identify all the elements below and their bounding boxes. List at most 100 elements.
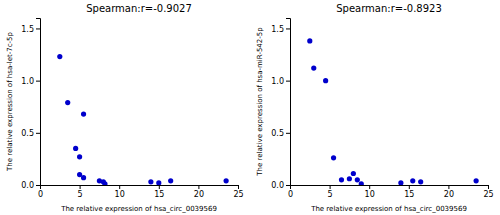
point — [307, 38, 312, 43]
tick-mark — [286, 81, 290, 82]
point — [331, 155, 336, 160]
axis-line — [41, 186, 239, 190]
tick: 0.0 — [271, 181, 290, 190]
panel: 0 5 10 15 20 25 0.0 0.5 1.0 1.5 Spearman:r=-0.8923… — [256, 3, 494, 213]
panel: 0 5 10 15 20 25 0.0 0.5 1.0 1.5 Spearman:r=-0.9027… — [6, 3, 244, 213]
axis-line — [286, 19, 291, 186]
point — [410, 178, 415, 183]
tick: 0.5 — [21, 129, 40, 138]
y-axis: 0.0 0.5 1.0 1.5 — [21, 19, 40, 191]
point — [57, 54, 62, 59]
point — [347, 176, 352, 181]
tick-mark — [80, 185, 81, 189]
x-axis-title: The relative expression of hsa_circ_0039… — [310, 205, 467, 213]
tick: 15 — [404, 185, 414, 199]
tick: 25 — [233, 185, 243, 199]
tick-label: 1.0 — [21, 77, 34, 86]
point — [351, 171, 356, 176]
tick-label: 15 — [404, 190, 414, 199]
point — [323, 78, 328, 83]
tick-mark — [286, 28, 290, 29]
tick-label: 1.5 — [21, 24, 34, 33]
tick: 1.0 — [271, 77, 290, 86]
tick-label: 25 — [233, 190, 243, 199]
point — [102, 181, 107, 185]
tick-label: 25 — [483, 190, 493, 199]
tick-mark — [198, 185, 199, 189]
tick-label: 1.0 — [271, 77, 284, 86]
tick-label: 15 — [154, 190, 164, 199]
y-axis: 0.0 0.5 1.0 1.5 — [271, 19, 290, 191]
tick-mark — [488, 185, 489, 189]
tick: 5 — [328, 185, 333, 199]
tick-label: 0.5 — [21, 129, 34, 138]
point — [65, 100, 70, 105]
point — [148, 179, 153, 184]
y-axis-title: The relative expression of hsa-let-7c-5p — [6, 31, 14, 172]
tick: 15 — [154, 185, 164, 199]
point — [418, 179, 423, 184]
tick-mark — [330, 185, 331, 189]
tick: 0 — [288, 185, 293, 199]
tick-mark — [238, 185, 239, 189]
points — [307, 38, 479, 185]
axis-line — [291, 186, 489, 190]
tick-label: 20 — [444, 190, 454, 199]
x-axis-title: The relative expression of hsa_circ_0039… — [60, 205, 217, 213]
tick-label: 10 — [365, 190, 375, 199]
x-axis: 0 5 10 15 20 25 — [38, 185, 244, 199]
tick-mark — [36, 28, 40, 29]
tick-label: 5 — [78, 190, 83, 199]
tick: 0 — [38, 185, 43, 199]
tick-label: 0.5 — [271, 129, 284, 138]
tick-mark — [119, 185, 120, 189]
point — [474, 178, 479, 183]
tick-mark — [36, 81, 40, 82]
point — [398, 180, 403, 185]
point — [168, 178, 173, 183]
tick: 0.5 — [271, 129, 290, 138]
tick-mark — [409, 185, 410, 189]
point — [311, 66, 316, 71]
tick-mark — [286, 133, 290, 134]
tick-label: 0 — [288, 190, 293, 199]
tick-label: 0.0 — [21, 181, 34, 190]
tick-mark — [448, 185, 449, 189]
points — [57, 54, 229, 185]
point — [73, 146, 78, 151]
tick: 10 — [115, 185, 125, 199]
tick: 1.5 — [271, 24, 290, 33]
x-axis: 0 5 10 15 20 25 — [288, 185, 494, 199]
point — [355, 177, 360, 182]
tick: 5 — [78, 185, 83, 199]
tick-mark — [36, 185, 40, 186]
tick: 20 — [194, 185, 204, 199]
tick-label: 0 — [38, 190, 43, 199]
point — [81, 175, 86, 180]
figure: 0 5 10 15 20 25 0.0 0.5 1.0 1.5 Spearman:r=-0.9027… — [0, 0, 500, 215]
point — [81, 111, 86, 116]
point — [339, 177, 344, 182]
point — [224, 178, 229, 183]
title: Spearman:r=-0.9027 — [86, 3, 192, 14]
tick: 0.0 — [21, 181, 40, 190]
point — [77, 154, 82, 159]
tick-label: 5 — [328, 190, 333, 199]
y-axis-title: The relative expression of hsa-miR-542-5… — [256, 27, 264, 177]
tick-label: 10 — [115, 190, 125, 199]
tick-mark — [159, 185, 160, 189]
tick-label: 20 — [194, 190, 204, 199]
tick-label: 0.0 — [271, 181, 284, 190]
point — [359, 181, 364, 185]
tick: 20 — [444, 185, 454, 199]
tick: 25 — [483, 185, 493, 199]
title: Spearman:r=-0.8923 — [336, 3, 442, 14]
tick-mark — [36, 133, 40, 134]
tick: 1.0 — [21, 77, 40, 86]
point — [156, 180, 161, 185]
tick: 1.5 — [21, 24, 40, 33]
tick-mark — [286, 185, 290, 186]
tick: 10 — [365, 185, 375, 199]
tick-mark — [369, 185, 370, 189]
tick-label: 1.5 — [271, 24, 284, 33]
